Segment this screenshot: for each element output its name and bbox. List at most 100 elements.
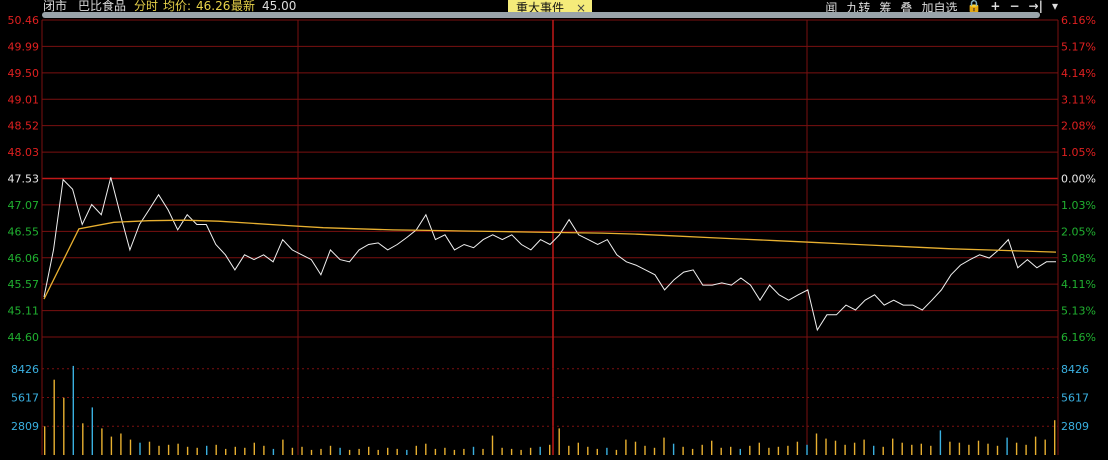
volume-bar xyxy=(148,441,151,455)
jump-end-icon[interactable]: →| xyxy=(1028,0,1043,13)
mode-label[interactable]: 分时 xyxy=(134,0,159,13)
volume-bar xyxy=(1006,437,1008,455)
add-watchlist-icon[interactable]: 加自选 xyxy=(921,1,958,15)
volume-bar xyxy=(587,446,589,455)
volume-bar xyxy=(72,365,74,455)
volume-bar xyxy=(291,447,294,455)
stock-name[interactable]: 巴比食品 xyxy=(78,0,127,13)
volume-bar xyxy=(510,448,513,455)
volume-bar xyxy=(1054,420,1056,455)
close-icon[interactable]: × xyxy=(575,1,586,15)
volume-bar xyxy=(1034,436,1037,455)
latest-value: 45.00 xyxy=(262,0,297,13)
volume-bar xyxy=(730,446,732,455)
volume-bar xyxy=(815,433,818,455)
volume-tick-label: 8426 xyxy=(11,363,39,376)
market-status: 闭市 xyxy=(43,0,68,13)
volume-bar xyxy=(234,446,236,455)
overlay-icon[interactable]: 叠 xyxy=(900,1,913,15)
volume-bar xyxy=(310,449,313,455)
volume-bar xyxy=(939,430,942,455)
percent-tick-label: 2.08% xyxy=(1061,120,1096,133)
volume-bar xyxy=(882,446,884,455)
volume-bar xyxy=(806,444,808,455)
avg-label: 均价: xyxy=(163,0,192,13)
volume-bar xyxy=(387,447,389,455)
zoom-in-icon[interactable]: + xyxy=(990,0,1001,13)
volume-bar xyxy=(434,448,437,455)
volume-bar xyxy=(644,445,646,455)
volume-bar xyxy=(263,445,265,455)
volume-bar xyxy=(215,444,217,455)
lock-icon[interactable]: 🔒 xyxy=(966,0,982,13)
volume-bar xyxy=(996,445,999,455)
volume-bar xyxy=(501,447,503,455)
percent-tick-label: 1.03% xyxy=(1061,199,1096,212)
percent-tick-label: 1.05% xyxy=(1061,146,1096,159)
volume-bar xyxy=(244,447,246,455)
volume-bar xyxy=(977,440,980,455)
volume-bar xyxy=(44,426,46,455)
percent-tick-label: 2.05% xyxy=(1061,225,1096,238)
volume-bar xyxy=(1025,444,1027,455)
volume-bar xyxy=(853,442,856,455)
volume-bar xyxy=(120,433,122,455)
percent-tick-label: 5.13% xyxy=(1061,305,1096,318)
volume-bar xyxy=(672,443,675,455)
time-range-slider[interactable] xyxy=(42,12,1040,18)
percent-tick-label: 3.08% xyxy=(1061,252,1096,265)
volume-bar xyxy=(787,445,789,455)
dropdown-icon[interactable]: ▾ xyxy=(1051,0,1058,13)
volume-bar xyxy=(568,445,570,455)
volume-bar xyxy=(472,446,475,455)
price-tick-label: 49.50 xyxy=(8,67,40,80)
volume-tick-label: 8426 xyxy=(1061,363,1089,376)
percent-tick-label: 4.11% xyxy=(1061,278,1096,291)
volume-bar xyxy=(863,439,865,455)
price-line xyxy=(43,177,1056,332)
zoom-out-icon[interactable]: − xyxy=(1009,0,1020,13)
price-tick-label: 48.03 xyxy=(8,146,40,159)
volume-bar xyxy=(186,446,189,455)
volume-bar xyxy=(167,444,170,455)
chips-icon[interactable]: 筹 xyxy=(879,1,892,15)
volume-bar xyxy=(482,448,484,455)
nine-turn-icon[interactable]: 九转 xyxy=(846,1,871,15)
volume-bar xyxy=(529,447,532,455)
volume-bar xyxy=(110,436,113,455)
volume-bar xyxy=(682,446,684,455)
price-tick-label: 49.99 xyxy=(8,40,40,53)
volume-bar xyxy=(892,438,894,455)
volume-bar xyxy=(834,440,837,455)
volume-bar xyxy=(606,447,608,455)
volume-bar xyxy=(777,446,780,455)
volume-bar xyxy=(158,445,160,455)
percent-tick-label: 4.14% xyxy=(1061,67,1096,80)
avg-value: 46.26 xyxy=(196,0,231,13)
news-icon[interactable]: 闻 xyxy=(825,1,838,15)
volume-bar xyxy=(206,445,208,455)
volume-bar xyxy=(91,407,93,455)
volume-bar xyxy=(1015,442,1018,455)
volume-bar xyxy=(520,449,522,455)
percent-tick-label: 6.16% xyxy=(1061,331,1096,344)
price-tick-label: 46.55 xyxy=(8,225,40,238)
volume-bar xyxy=(987,443,989,455)
volume-bar xyxy=(453,449,456,455)
volume-bar xyxy=(368,446,370,455)
volume-bar xyxy=(177,443,179,455)
volume-bar xyxy=(129,439,132,455)
volume-bar xyxy=(720,447,722,455)
volume-bar xyxy=(739,448,741,455)
volume-bar xyxy=(930,445,932,455)
volume-bar xyxy=(701,444,703,455)
volume-bar xyxy=(625,439,627,455)
volume-bar xyxy=(968,444,970,455)
volume-bar xyxy=(958,442,961,455)
price-tick-label: 50.46 xyxy=(8,14,40,27)
volume-bar xyxy=(825,438,827,455)
volume-bar xyxy=(663,437,665,455)
volume-bar xyxy=(691,448,694,455)
volume-bar xyxy=(949,441,951,455)
